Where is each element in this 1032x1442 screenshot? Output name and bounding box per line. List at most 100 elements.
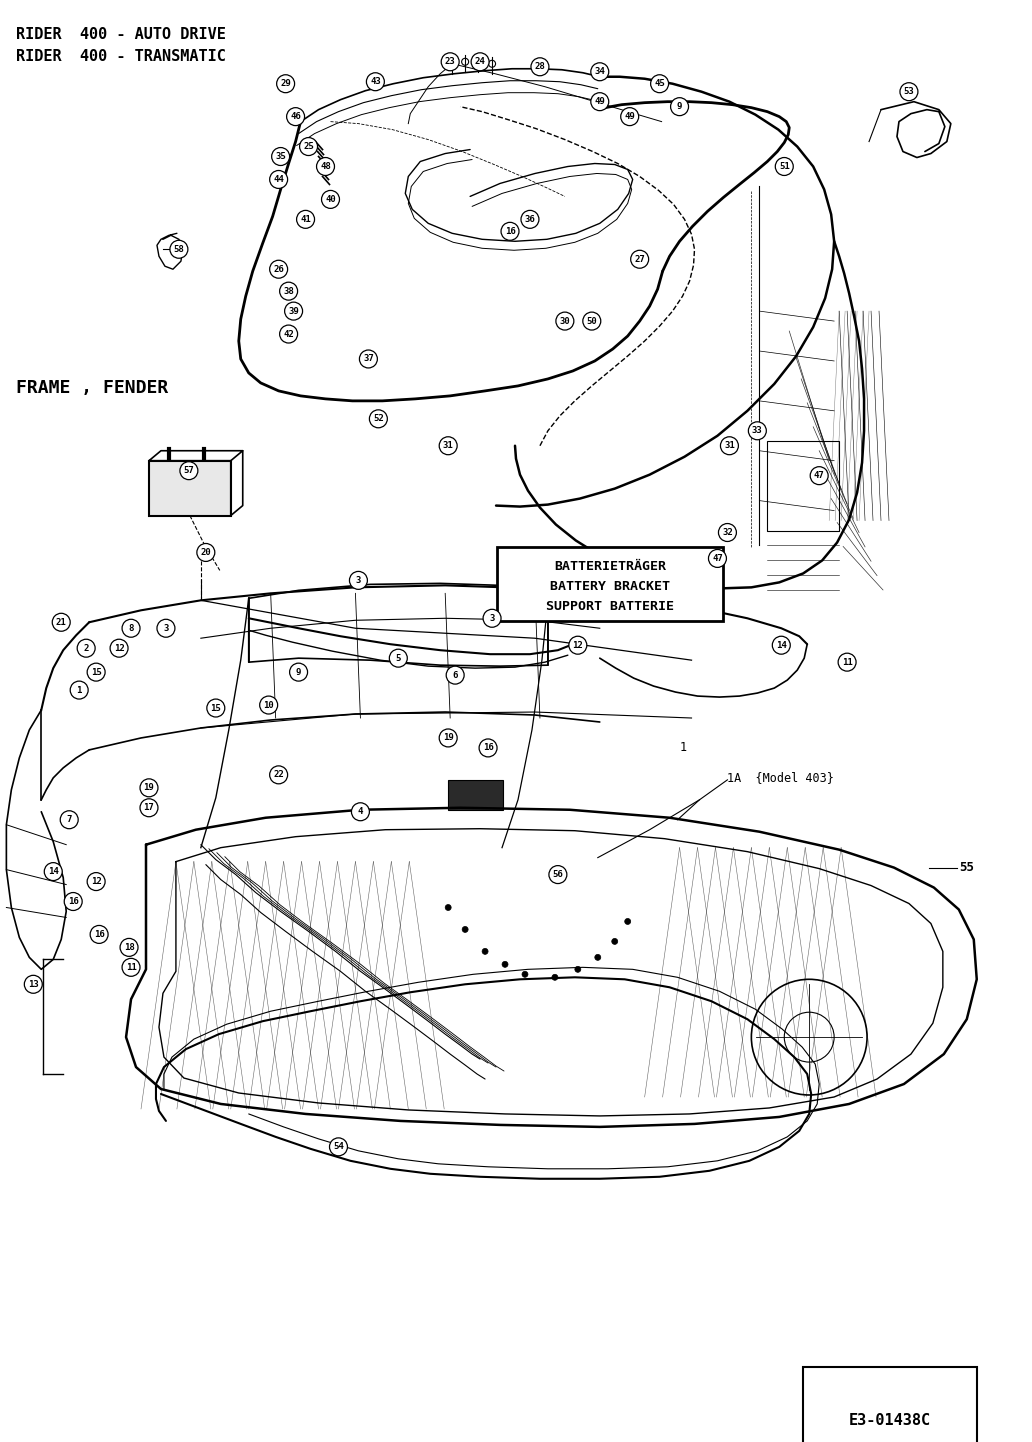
Text: 2: 2 [84, 643, 89, 653]
Circle shape [70, 681, 88, 699]
Bar [448, 780, 503, 810]
Text: 5: 5 [395, 653, 401, 663]
Text: 18: 18 [124, 943, 134, 952]
Circle shape [590, 92, 609, 111]
Circle shape [285, 303, 302, 320]
Text: 9: 9 [296, 668, 301, 676]
Text: 29: 29 [281, 79, 291, 88]
Circle shape [482, 949, 488, 955]
Text: RIDER  400 - TRANSMATIC: RIDER 400 - TRANSMATIC [17, 49, 226, 63]
Text: 19: 19 [443, 734, 453, 743]
Circle shape [583, 311, 601, 330]
Circle shape [317, 157, 334, 176]
Circle shape [475, 58, 482, 65]
Text: 13: 13 [28, 979, 38, 989]
Text: 39: 39 [288, 307, 299, 316]
Circle shape [350, 571, 367, 590]
Text: 36: 36 [524, 215, 536, 224]
Circle shape [718, 523, 737, 542]
Circle shape [461, 58, 469, 65]
Circle shape [462, 926, 469, 933]
Circle shape [671, 98, 688, 115]
Text: BATTERIETRÄGER: BATTERIETRÄGER [554, 559, 667, 572]
Circle shape [280, 324, 297, 343]
Circle shape [206, 699, 225, 717]
Text: 1: 1 [679, 741, 686, 754]
Circle shape [445, 904, 451, 910]
Circle shape [502, 222, 519, 241]
Circle shape [810, 467, 828, 485]
Circle shape [197, 544, 215, 561]
Text: 53: 53 [904, 87, 914, 97]
Circle shape [140, 799, 158, 816]
Text: 1A  {Model 403}: 1A {Model 403} [728, 771, 834, 784]
Circle shape [77, 639, 95, 658]
Text: 57: 57 [184, 466, 194, 476]
Circle shape [612, 939, 618, 945]
FancyBboxPatch shape [497, 548, 723, 622]
Circle shape [472, 53, 489, 71]
Text: 16: 16 [505, 226, 515, 236]
Circle shape [488, 61, 495, 68]
Text: 46: 46 [290, 112, 301, 121]
Circle shape [260, 696, 278, 714]
Circle shape [87, 872, 105, 891]
Text: 32: 32 [722, 528, 733, 536]
Text: 8: 8 [128, 624, 134, 633]
Circle shape [352, 803, 369, 820]
Circle shape [556, 311, 574, 330]
Text: 4: 4 [358, 808, 363, 816]
Text: 23: 23 [445, 58, 455, 66]
Text: 34: 34 [594, 68, 605, 76]
Text: 25: 25 [303, 143, 314, 151]
Text: 15: 15 [211, 704, 221, 712]
Circle shape [720, 437, 739, 454]
Circle shape [90, 926, 108, 943]
Circle shape [44, 862, 62, 881]
Circle shape [269, 170, 288, 189]
Text: 20: 20 [200, 548, 212, 557]
Circle shape [483, 610, 502, 627]
Circle shape [53, 613, 70, 632]
Text: 10: 10 [263, 701, 275, 709]
Text: 54: 54 [333, 1142, 344, 1151]
Text: 52: 52 [373, 414, 384, 424]
Text: 42: 42 [283, 330, 294, 339]
Text: RIDER  400 - AUTO DRIVE: RIDER 400 - AUTO DRIVE [17, 27, 226, 42]
Bar [149, 460, 231, 516]
Text: 50: 50 [586, 317, 598, 326]
Text: 45: 45 [654, 79, 665, 88]
Circle shape [521, 211, 539, 228]
Circle shape [624, 919, 631, 924]
Text: 12: 12 [114, 643, 125, 653]
Text: 12: 12 [573, 640, 583, 650]
Text: 47: 47 [712, 554, 722, 562]
Circle shape [110, 639, 128, 658]
Circle shape [552, 975, 558, 981]
Circle shape [122, 619, 140, 637]
Text: 16: 16 [483, 744, 493, 753]
Circle shape [25, 975, 42, 994]
Text: 49: 49 [594, 97, 605, 107]
Text: 51: 51 [779, 162, 789, 172]
Text: 31: 31 [443, 441, 453, 450]
Circle shape [440, 437, 457, 454]
Circle shape [549, 865, 567, 884]
Circle shape [287, 108, 304, 125]
Circle shape [620, 108, 639, 125]
Circle shape [442, 53, 459, 71]
Circle shape [709, 549, 727, 567]
Circle shape [122, 959, 140, 976]
Circle shape [838, 653, 857, 671]
Circle shape [157, 619, 174, 637]
Circle shape [590, 63, 609, 81]
Text: 11: 11 [126, 963, 136, 972]
Circle shape [366, 72, 384, 91]
Text: 21: 21 [56, 617, 67, 627]
Text: 27: 27 [635, 255, 645, 264]
Circle shape [449, 61, 456, 68]
Text: 16: 16 [94, 930, 104, 939]
Text: 9: 9 [677, 102, 682, 111]
Text: 14: 14 [47, 867, 59, 877]
Circle shape [120, 939, 138, 956]
